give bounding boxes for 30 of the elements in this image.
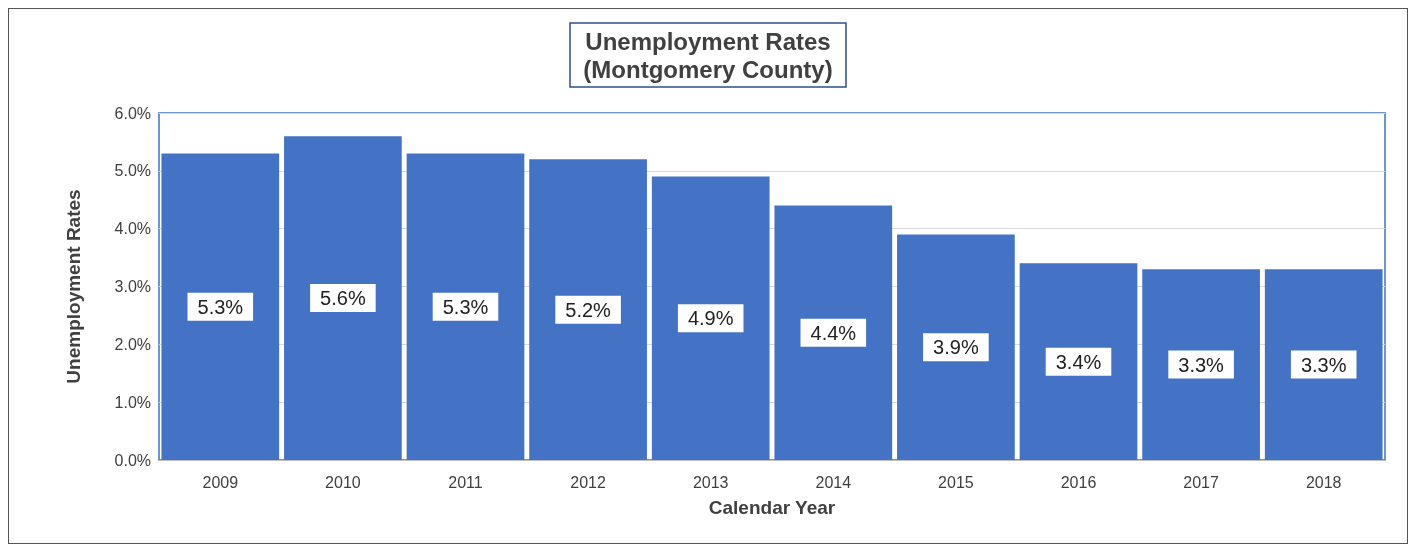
x-tick-label: 2017 <box>1183 473 1219 491</box>
y-tick-label: 2.0% <box>114 335 151 353</box>
x-axis-title: Calendar Year <box>708 497 836 518</box>
y-tick-label: 5.0% <box>114 162 151 180</box>
x-tick-label: 2018 <box>1305 473 1342 491</box>
y-tick-label: 6.0% <box>114 104 151 122</box>
data-label: 5.6% <box>320 287 366 310</box>
data-label: 5.2% <box>565 298 612 321</box>
data-label: 5.3% <box>197 295 244 318</box>
x-tick-label: 2015 <box>938 473 974 491</box>
x-tick-label: 2014 <box>815 473 852 491</box>
x-tick-label: 2013 <box>692 473 729 491</box>
x-tick-label: 2012 <box>570 473 606 491</box>
data-label: 3.3% <box>1300 353 1347 376</box>
y-tick-label: 1.0% <box>114 393 151 411</box>
chart-title: Unemployment Rates (Montgomery County) <box>583 27 833 83</box>
x-tick-label: 2009 <box>202 473 239 491</box>
data-label: 3.3% <box>1178 353 1225 376</box>
data-label: 5.3% <box>442 295 489 318</box>
data-label: 4.9% <box>687 307 734 330</box>
y-tick-label: 0.0% <box>114 451 151 469</box>
x-tick-label: 2010 <box>325 473 361 491</box>
data-label: 3.9% <box>933 336 979 359</box>
y-axis-title: Unemployment Rates <box>63 189 84 384</box>
x-tick-label: 2016 <box>1060 473 1097 491</box>
data-label: 3.4% <box>1055 350 1102 373</box>
y-tick-label: 3.0% <box>114 278 151 295</box>
data-label: 4.4% <box>810 321 857 344</box>
x-tick-label: 2011 <box>448 473 483 491</box>
y-tick-label: 4.0% <box>114 220 151 238</box>
